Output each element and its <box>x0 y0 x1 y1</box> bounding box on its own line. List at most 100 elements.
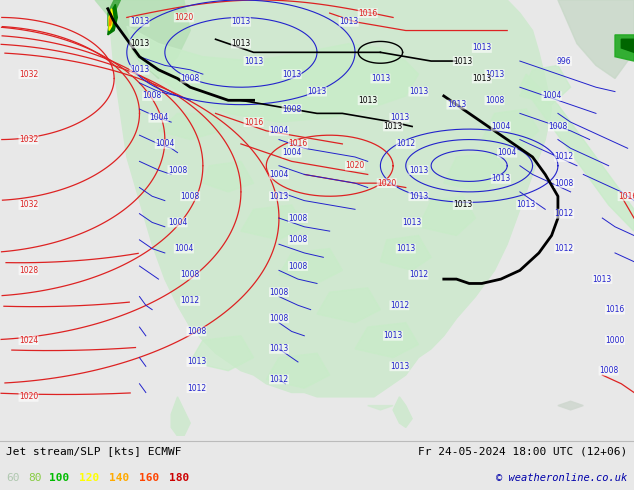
Polygon shape <box>393 397 412 427</box>
Text: 1008: 1008 <box>288 262 307 270</box>
Polygon shape <box>190 336 254 371</box>
Text: 80: 80 <box>28 473 41 483</box>
Text: 1008: 1008 <box>599 366 618 375</box>
Text: 1004: 1004 <box>491 122 510 131</box>
Text: 1004: 1004 <box>498 148 517 157</box>
Text: 120: 120 <box>79 473 100 483</box>
Text: 1004: 1004 <box>155 140 174 148</box>
Text: 1013: 1013 <box>403 218 422 227</box>
Text: 160: 160 <box>139 473 159 483</box>
Text: 1032: 1032 <box>19 135 38 144</box>
Text: 1020: 1020 <box>377 179 396 188</box>
Text: 1013: 1013 <box>472 44 491 52</box>
Text: 1013: 1013 <box>409 87 428 96</box>
Text: 1016: 1016 <box>358 9 377 18</box>
Text: 1013: 1013 <box>593 274 612 284</box>
Polygon shape <box>241 205 304 240</box>
Text: 1012: 1012 <box>555 152 574 162</box>
Polygon shape <box>279 248 342 283</box>
Polygon shape <box>621 39 634 52</box>
Text: 1012: 1012 <box>555 209 574 218</box>
Text: 1008: 1008 <box>548 122 567 131</box>
Polygon shape <box>615 35 634 61</box>
Text: 1012: 1012 <box>269 375 288 384</box>
Text: 1032: 1032 <box>19 70 38 78</box>
Text: 1013: 1013 <box>447 100 466 109</box>
Text: 1013: 1013 <box>269 344 288 353</box>
Polygon shape <box>520 74 634 231</box>
Text: 1013: 1013 <box>390 113 409 122</box>
Text: 1008: 1008 <box>485 96 504 105</box>
Polygon shape <box>110 13 112 26</box>
Text: 1004: 1004 <box>149 113 168 122</box>
Text: 1020: 1020 <box>19 392 38 401</box>
Text: 1016: 1016 <box>288 140 307 148</box>
Text: 1013: 1013 <box>231 17 250 26</box>
Text: 1016: 1016 <box>244 118 263 126</box>
Text: 1008: 1008 <box>269 314 288 323</box>
Text: 1020: 1020 <box>346 161 365 170</box>
Text: 996: 996 <box>557 56 572 66</box>
Text: 1012: 1012 <box>555 244 574 253</box>
Text: 1013: 1013 <box>453 56 472 66</box>
Text: 1008: 1008 <box>187 327 206 336</box>
Text: 1012: 1012 <box>409 270 428 279</box>
Text: 1013: 1013 <box>409 166 428 174</box>
Text: 1012: 1012 <box>187 384 206 392</box>
Text: 1008: 1008 <box>288 214 307 222</box>
Polygon shape <box>355 323 418 358</box>
Text: 1004: 1004 <box>168 218 187 227</box>
Text: 1013: 1013 <box>491 174 510 183</box>
Text: 1013: 1013 <box>130 39 149 48</box>
Text: 1024: 1024 <box>19 336 38 344</box>
Text: 1013: 1013 <box>453 200 472 209</box>
Polygon shape <box>482 109 539 148</box>
Text: 1013: 1013 <box>371 74 390 83</box>
Text: 1013: 1013 <box>339 17 358 26</box>
Text: 1013: 1013 <box>396 244 415 253</box>
Text: 1032: 1032 <box>19 200 38 209</box>
Polygon shape <box>418 196 476 236</box>
Polygon shape <box>368 406 393 410</box>
Text: © weatheronline.co.uk: © weatheronline.co.uk <box>496 473 628 483</box>
Text: 180: 180 <box>169 473 189 483</box>
Polygon shape <box>317 288 380 323</box>
Text: 1004: 1004 <box>174 244 193 253</box>
Text: 1008: 1008 <box>181 74 200 83</box>
Text: 1013: 1013 <box>187 358 206 367</box>
Text: 1013: 1013 <box>409 192 428 201</box>
Text: 1008: 1008 <box>181 192 200 201</box>
Text: 1012: 1012 <box>396 140 415 148</box>
Text: 1013: 1013 <box>307 87 327 96</box>
Text: 1008: 1008 <box>181 270 200 279</box>
Text: 1013: 1013 <box>472 74 491 83</box>
Text: 1012: 1012 <box>181 296 200 305</box>
Text: 1013: 1013 <box>130 17 149 26</box>
Text: 1013: 1013 <box>269 192 288 201</box>
Polygon shape <box>171 397 190 436</box>
Polygon shape <box>158 113 222 140</box>
Text: 60: 60 <box>6 473 20 483</box>
Text: 1013: 1013 <box>485 70 504 78</box>
Text: Fr 24-05-2024 18:00 UTC (12+06): Fr 24-05-2024 18:00 UTC (12+06) <box>418 446 628 456</box>
Polygon shape <box>266 353 330 388</box>
Text: 1008: 1008 <box>288 235 307 245</box>
Text: 1013: 1013 <box>231 39 250 48</box>
Text: 1008: 1008 <box>555 179 574 188</box>
Polygon shape <box>203 161 254 192</box>
Polygon shape <box>108 4 117 35</box>
Text: 1008: 1008 <box>282 104 301 114</box>
Text: 1008: 1008 <box>143 92 162 100</box>
Polygon shape <box>95 0 190 78</box>
Polygon shape <box>108 0 120 26</box>
Text: 1004: 1004 <box>282 148 301 157</box>
Text: Jet stream/SLP [kts] ECMWF: Jet stream/SLP [kts] ECMWF <box>6 446 182 456</box>
Text: 1004: 1004 <box>269 126 288 135</box>
Text: 140: 140 <box>109 473 129 483</box>
Text: 1000: 1000 <box>605 336 624 344</box>
Text: 1013: 1013 <box>384 122 403 131</box>
Text: 1016: 1016 <box>605 305 624 314</box>
Text: 100: 100 <box>49 473 70 483</box>
Text: 1013: 1013 <box>282 70 301 78</box>
Polygon shape <box>380 236 431 270</box>
